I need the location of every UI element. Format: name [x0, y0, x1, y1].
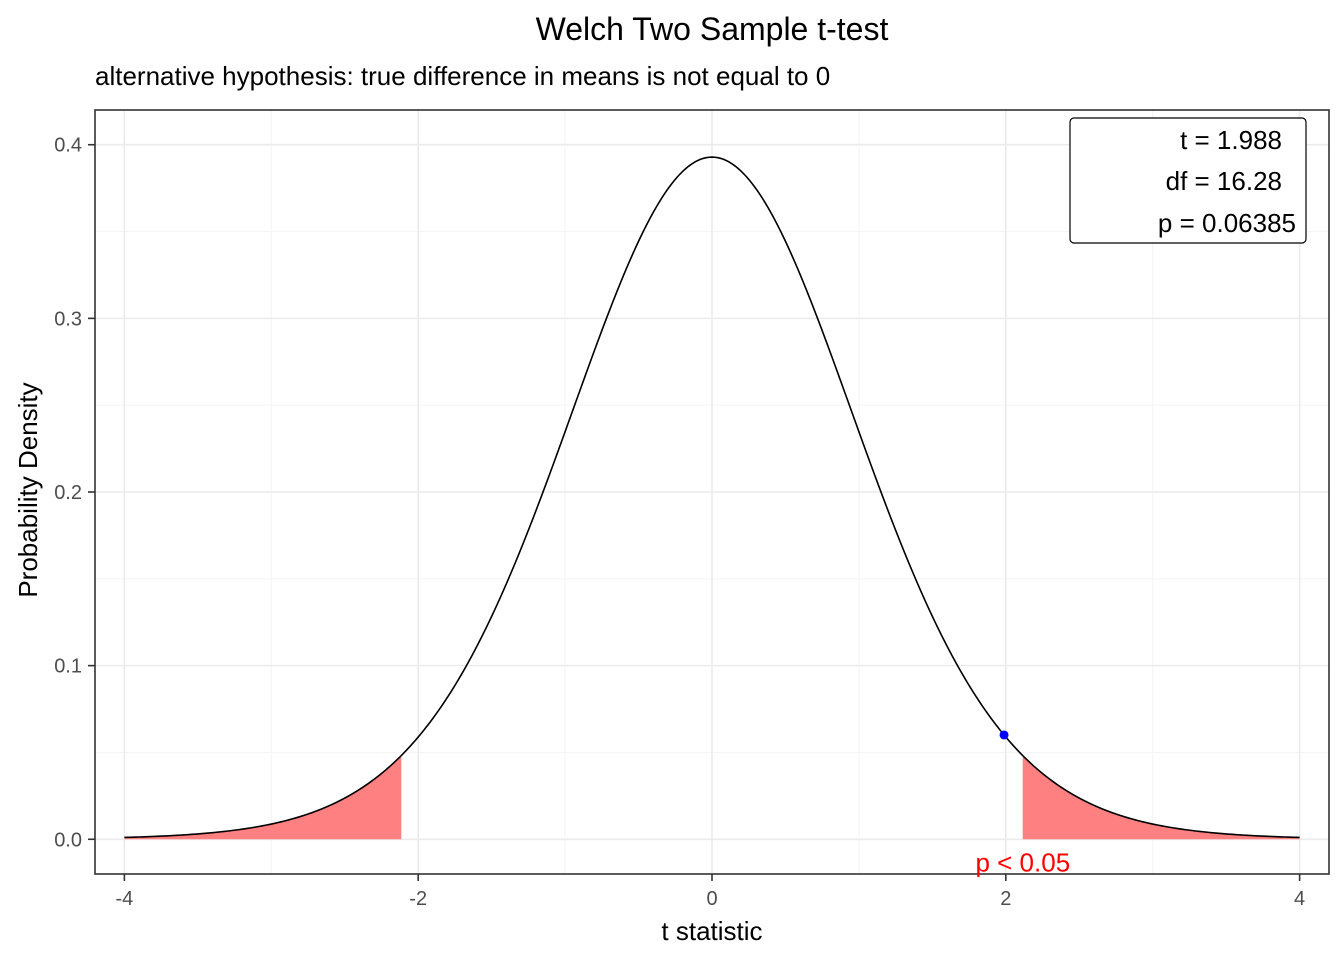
- rejection-region-lower: [124, 755, 402, 840]
- stats-box-frame: [1069, 117, 1307, 244]
- chart-subtitle: alternative hypothesis: true difference …: [95, 61, 830, 91]
- stats-t-value: t = 1.988: [1180, 125, 1282, 155]
- density-curve-layer: [124, 156, 1300, 839]
- stats-box: t = 1.988 df = 16.28 p = 0.06385: [1069, 117, 1307, 244]
- y-tick-label: 0.0: [54, 829, 82, 851]
- x-tick-label: 4: [1294, 888, 1305, 910]
- rejection-regions: [124, 755, 1300, 840]
- axis-ticks: -4 -2 0 2 4 0.0 0.1 0.2 0.3 0.4: [54, 135, 1305, 910]
- x-axis-label: t statistic: [661, 916, 762, 946]
- stats-df-value: df = 16.28: [1166, 166, 1282, 196]
- x-tick-label: -4: [115, 888, 133, 910]
- observed-point-layer: [999, 730, 1009, 740]
- y-tick-label: 0.2: [54, 482, 82, 504]
- y-tick-label: 0.4: [54, 135, 82, 157]
- x-tick-label: 0: [706, 888, 717, 910]
- y-axis-label: Probability Density: [13, 382, 43, 597]
- y-tick-label: 0.3: [54, 308, 82, 330]
- grid: [95, 110, 1329, 874]
- x-tick-label: 2: [1000, 888, 1011, 910]
- observed-t-point: [999, 730, 1009, 740]
- y-tick-label: 0.1: [54, 656, 82, 678]
- density-curve: [124, 156, 1300, 839]
- chart-title: Welch Two Sample t-test: [536, 11, 889, 47]
- x-tick-label: -2: [409, 888, 427, 910]
- rejection-label: p < 0.05: [975, 848, 1070, 878]
- rejection-region-upper: [1022, 755, 1300, 840]
- stats-p-value: p = 0.06385: [1158, 208, 1296, 238]
